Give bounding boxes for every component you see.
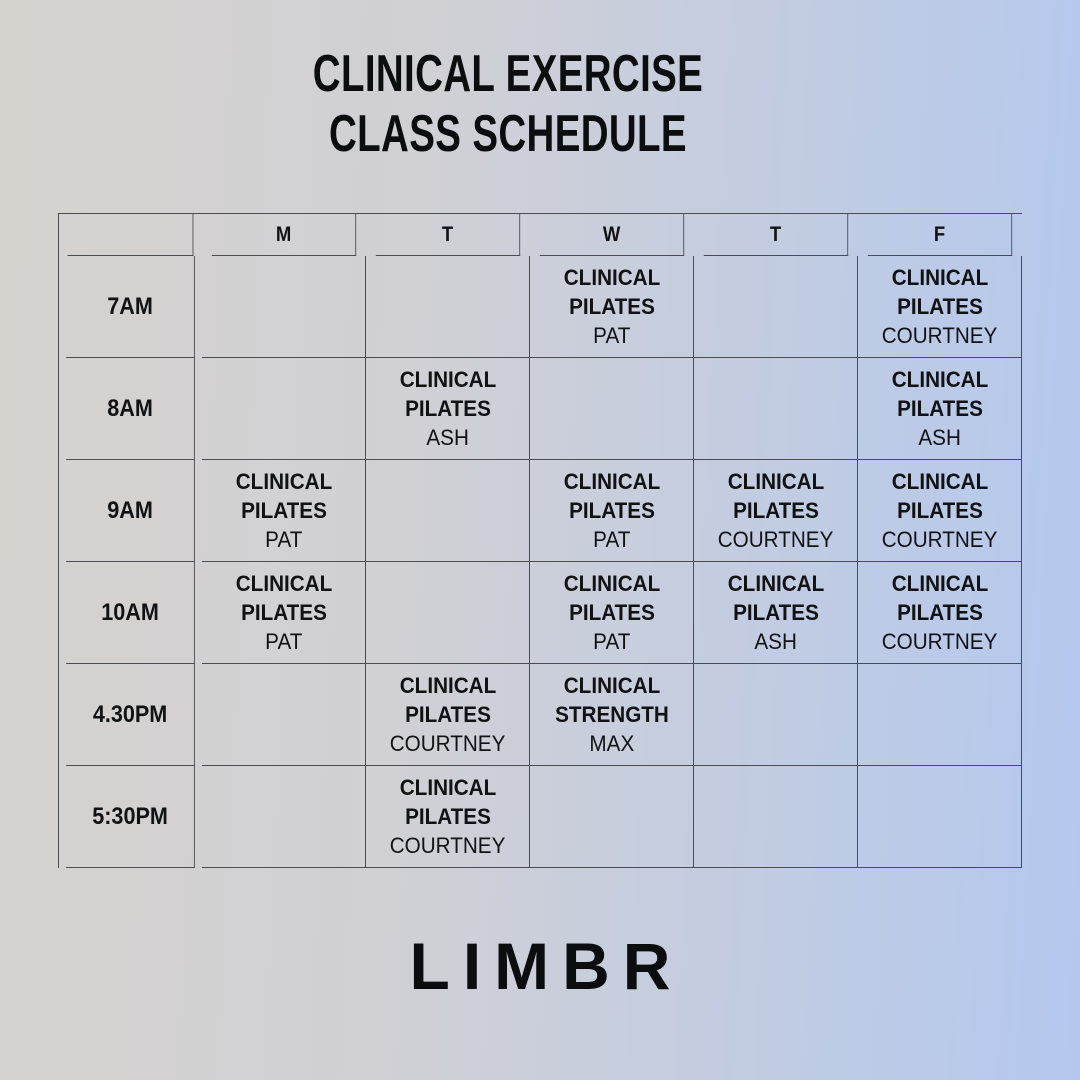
schedule-cell: CLINICAL PILATES PAT (530, 460, 694, 562)
schedule-cell: CLINICAL PILATES ASH (366, 358, 530, 460)
schedule-cell (530, 766, 694, 868)
class-name: CLINICAL PILATES (399, 673, 496, 727)
schedule-cell (694, 256, 858, 358)
time-label-10am: 10AM (66, 562, 195, 664)
schedule-cell (366, 256, 530, 358)
instructor-name: PAT (592, 323, 631, 348)
schedule-cell (858, 664, 1022, 766)
schedule-cell: CLINICAL PILATES COURTNEY (366, 766, 530, 868)
instructor-name: PAT (264, 527, 303, 552)
instructor-name: COURTNEY (881, 527, 998, 552)
schedule-cell: CLINICAL PILATES COURTNEY (366, 664, 530, 766)
class-name: CLINICAL PILATES (727, 571, 824, 625)
schedule-cell: CLINICAL PILATES PAT (202, 460, 366, 562)
instructor-name: PAT (592, 629, 631, 654)
class-name: CLINICAL PILATES (563, 571, 660, 625)
schedule-cell: CLINICAL PILATES COURTNEY (858, 562, 1022, 664)
page-title-line-1: CLINICAL EXERCISE (312, 45, 704, 103)
schedule-cell: CLINICAL PILATES PAT (202, 562, 366, 664)
schedule-cell (694, 766, 858, 868)
time-label-7am: 7AM (66, 256, 195, 358)
class-schedule-table: M T W T F 7AM CLINICAL PILATES PAT CLINI… (58, 213, 1022, 868)
schedule-cell (530, 358, 694, 460)
class-name: CLINICAL PILATES (891, 367, 988, 421)
schedule-cell: CLINICAL PILATES COURTNEY (694, 460, 858, 562)
corner-cell (67, 214, 194, 256)
instructor-name: ASH (426, 425, 469, 450)
class-name: CLINICAL PILATES (891, 469, 988, 523)
schedule-cell (366, 562, 530, 664)
class-name: CLINICAL PILATES (563, 469, 660, 523)
schedule-cell (694, 358, 858, 460)
instructor-name: COURTNEY (389, 731, 506, 756)
day-header-thursday: T (703, 214, 849, 256)
instructor-name: PAT (592, 527, 631, 552)
day-header-friday: F (867, 214, 1013, 256)
instructor-name: COURTNEY (389, 833, 506, 858)
schedule-cell (366, 460, 530, 562)
schedule-cell (202, 664, 366, 766)
time-label-8am: 8AM (66, 358, 195, 460)
class-name: CLINICAL STRENGTH (554, 673, 669, 727)
instructor-name: COURTNEY (881, 323, 998, 348)
brand-logo: LIMBR (409, 929, 684, 1003)
instructor-name: MAX (589, 731, 634, 756)
schedule-cell: CLINICAL PILATES COURTNEY (858, 460, 1022, 562)
class-name: CLINICAL PILATES (727, 469, 824, 523)
schedule-cell (202, 256, 366, 358)
schedule-cell: CLINICAL PILATES ASH (858, 358, 1022, 460)
day-header-wednesday: W (539, 214, 685, 256)
instructor-name: PAT (264, 629, 303, 654)
class-name: CLINICAL PILATES (563, 265, 660, 319)
schedule-cell (858, 766, 1022, 868)
class-name: CLINICAL PILATES (891, 571, 988, 625)
time-label-430pm: 4.30PM (66, 664, 195, 766)
schedule-cell: CLINICAL PILATES ASH (694, 562, 858, 664)
time-label-530pm: 5:30PM (66, 766, 195, 868)
schedule-cell: CLINICAL PILATES PAT (530, 562, 694, 664)
schedule-cell (694, 664, 858, 766)
schedule-cell: CLINICAL PILATES PAT (530, 256, 694, 358)
class-name: CLINICAL PILATES (235, 469, 332, 523)
day-header-tuesday: T (375, 214, 521, 256)
schedule-cell: CLINICAL PILATES COURTNEY (858, 256, 1022, 358)
instructor-name: ASH (754, 629, 797, 654)
schedule-cell: CLINICAL STRENGTH MAX (530, 664, 694, 766)
class-name: CLINICAL PILATES (399, 367, 496, 421)
class-name: CLINICAL PILATES (891, 265, 988, 319)
class-name: CLINICAL PILATES (235, 571, 332, 625)
instructor-name: ASH (918, 425, 961, 450)
schedule-cell (202, 358, 366, 460)
page-title-line-2: CLASS SCHEDULE (329, 105, 687, 163)
schedule-cell (202, 766, 366, 868)
time-label-9am: 9AM (66, 460, 195, 562)
day-header-monday: M (211, 214, 357, 256)
page-title: CLINICAL EXERCISE CLASS SCHEDULE (108, 44, 907, 164)
class-name: CLINICAL PILATES (399, 775, 496, 829)
instructor-name: COURTNEY (881, 629, 998, 654)
instructor-name: COURTNEY (717, 527, 834, 552)
